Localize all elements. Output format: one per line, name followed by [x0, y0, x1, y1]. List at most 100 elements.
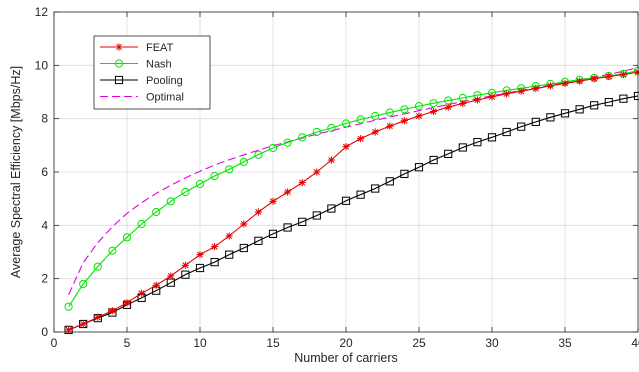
data-point-feat — [65, 326, 73, 334]
data-point-feat — [444, 103, 452, 111]
data-point-feat — [430, 107, 438, 116]
legend-marker — [114, 59, 124, 68]
legend-marker — [115, 43, 123, 51]
legend-label: Nash — [146, 59, 172, 71]
series-line-pooling — [68, 95, 639, 331]
data-point-feat — [269, 197, 277, 205]
data-point-nash — [152, 207, 161, 217]
series-feat — [65, 68, 639, 334]
data-point-feat — [225, 232, 233, 240]
data-point-pooling — [444, 149, 453, 158]
data-point-nash — [341, 119, 351, 128]
x-tick-label: 35 — [558, 336, 572, 350]
data-point-pooling — [356, 190, 365, 199]
data-point-pooling — [575, 105, 584, 114]
data-point-feat — [517, 87, 525, 95]
y-tick-label: 6 — [41, 165, 48, 179]
data-point-nash — [210, 171, 219, 181]
data-point-feat — [546, 82, 554, 90]
data-point-feat — [459, 99, 467, 108]
data-point-feat — [167, 272, 175, 280]
data-point-pooling — [210, 258, 219, 267]
data-point-feat — [488, 93, 496, 101]
data-point-pooling — [429, 155, 438, 165]
ticks: 0 5 10 15 20 25 30 35 40 0 2 4 6 8 10 12 — [35, 5, 639, 350]
data-point-feat — [152, 281, 160, 289]
data-point-nash — [64, 302, 73, 311]
data-point-feat — [211, 243, 219, 251]
legend-item-pooling: Pooling — [100, 75, 183, 87]
data-point-feat — [298, 179, 306, 187]
data-point-pooling — [225, 250, 234, 259]
data-point-feat — [605, 72, 613, 81]
data-point-nash — [385, 108, 394, 117]
legend: FEAT Nash Pooling Optimal — [93, 35, 211, 110]
data-point-feat — [576, 77, 584, 85]
data-point-pooling — [385, 177, 394, 186]
data-point-feat — [196, 251, 204, 259]
data-point-nash — [298, 133, 307, 142]
data-point-nash — [356, 115, 365, 124]
data-point-feat — [108, 307, 116, 315]
data-point-pooling — [268, 229, 278, 238]
data-point-pooling — [458, 143, 467, 152]
legend-item-optimal: Optimal — [100, 92, 184, 104]
data-point-nash — [122, 233, 132, 242]
y-tick-label: 2 — [41, 272, 48, 286]
data-point-nash — [195, 179, 205, 189]
x-axis-title: Number of carriers — [294, 351, 398, 365]
data-point-pooling — [546, 113, 555, 122]
data-point-feat — [400, 117, 408, 125]
data-point-nash — [371, 111, 380, 121]
data-point-nash — [414, 102, 424, 111]
data-point-nash — [239, 157, 248, 166]
data-point-nash — [93, 262, 102, 271]
data-point-feat — [79, 320, 87, 328]
x-tick-label: 40 — [631, 336, 639, 350]
data-point-pooling — [181, 270, 190, 279]
y-tick-label: 10 — [35, 58, 49, 72]
data-point-pooling — [254, 236, 263, 245]
data-point-nash — [225, 165, 234, 174]
data-point-pooling — [195, 263, 205, 273]
data-point-feat — [138, 289, 146, 297]
data-point-feat — [371, 128, 379, 136]
data-point-pooling — [400, 169, 409, 178]
data-point-pooling — [531, 117, 540, 126]
y-axis-title: Average Spectral Efficiency [Mbps/Hz] — [9, 66, 23, 278]
data-point-feat — [284, 188, 292, 196]
series-line-feat — [68, 71, 639, 331]
series-optimal — [68, 66, 639, 295]
data-point-feat — [415, 112, 423, 120]
data-point-nash — [327, 123, 336, 133]
y-tick-label: 12 — [35, 5, 49, 19]
series-layer — [64, 66, 639, 334]
data-point-pooling — [327, 204, 336, 213]
x-tick-label: 30 — [485, 336, 499, 350]
data-point-pooling — [517, 122, 526, 131]
x-tick-label: 15 — [266, 336, 280, 350]
x-tick-label: 0 — [51, 336, 58, 350]
data-point-feat — [327, 156, 335, 164]
data-point-pooling — [487, 133, 497, 142]
data-point-feat — [254, 208, 262, 216]
data-point-nash — [283, 138, 292, 147]
legend-label: FEAT — [146, 42, 174, 54]
y-tick-label: 8 — [41, 112, 48, 126]
y-tick-label: 4 — [41, 218, 48, 232]
x-tick-label: 5 — [124, 336, 131, 350]
data-point-nash — [312, 127, 321, 137]
data-point-feat — [386, 122, 394, 130]
data-point-pooling — [473, 138, 482, 147]
data-point-pooling — [502, 127, 511, 137]
data-point-feat — [473, 96, 481, 104]
data-point-feat — [590, 75, 598, 83]
data-point-feat — [181, 261, 189, 269]
data-point-pooling — [414, 163, 424, 172]
data-point-feat — [619, 70, 627, 78]
data-point-nash — [79, 279, 88, 289]
y-tick-label: 0 — [41, 325, 48, 339]
data-point-feat — [357, 135, 365, 143]
